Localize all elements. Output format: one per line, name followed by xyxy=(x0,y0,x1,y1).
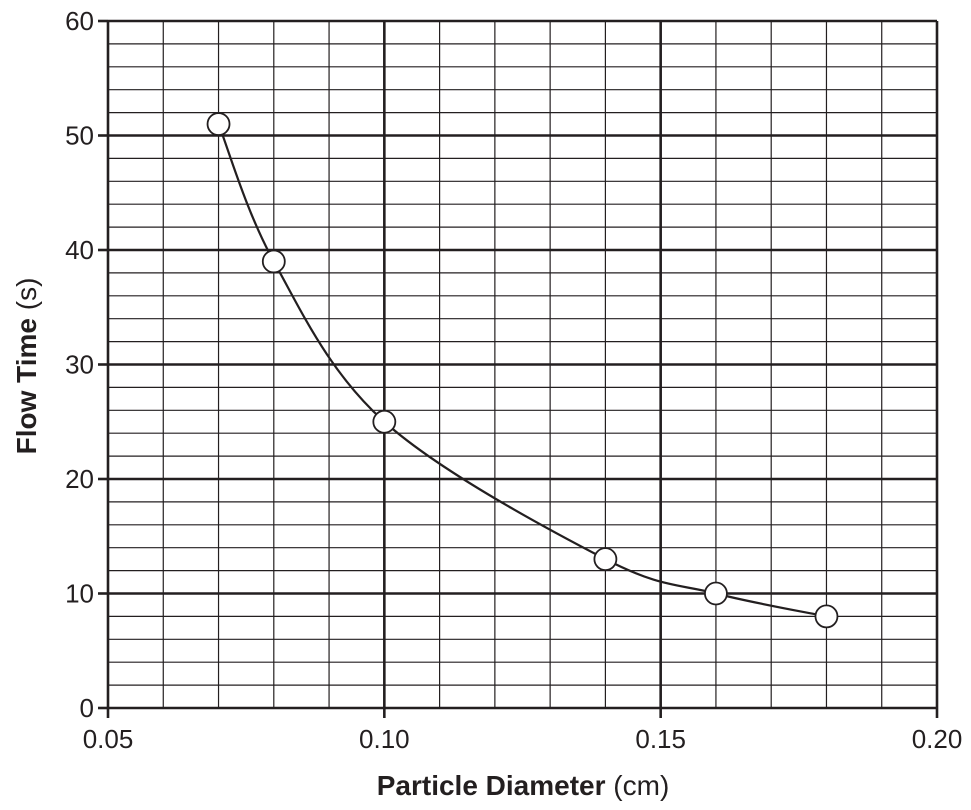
data-point xyxy=(206,112,231,136)
y-tick-label: 20 xyxy=(65,464,94,494)
trend-curve-layer xyxy=(217,123,827,618)
data-point xyxy=(261,249,286,274)
x-axis-title-unit: (cm) xyxy=(613,770,669,801)
major-grid xyxy=(106,19,939,710)
x-tick-label: 0.15 xyxy=(635,724,686,754)
x-tick-label: 0.20 xyxy=(912,724,963,754)
data-point xyxy=(372,409,397,434)
x-axis-title-main: Particle Diameter xyxy=(377,770,606,801)
trend-curve xyxy=(217,123,827,618)
y-tick-label: 30 xyxy=(65,350,94,380)
x-axis-title: Particle Diameter (cm) xyxy=(377,770,670,801)
y-axis-title-unit: (s) xyxy=(11,278,42,311)
y-axis-title-main: Flow Time xyxy=(11,318,42,454)
y-tick-label: 40 xyxy=(65,235,94,265)
y-tick-label: 60 xyxy=(65,6,94,36)
y-tick-label: 50 xyxy=(65,121,94,151)
x-tick-label: 0.10 xyxy=(359,724,410,754)
data-point xyxy=(593,547,618,572)
data-point xyxy=(814,604,839,629)
x-tick-label: 0.05 xyxy=(83,724,134,754)
y-axis-title: Flow Time (s) xyxy=(11,278,42,455)
y-tick-label: 0 xyxy=(80,693,94,723)
y-tick-label: 10 xyxy=(65,579,94,609)
data-point xyxy=(704,581,728,606)
data-points xyxy=(206,112,839,629)
tick-labels: 0 10 20 30 40 50 60 0.05 0.10 0.15 0.20 xyxy=(65,6,962,754)
